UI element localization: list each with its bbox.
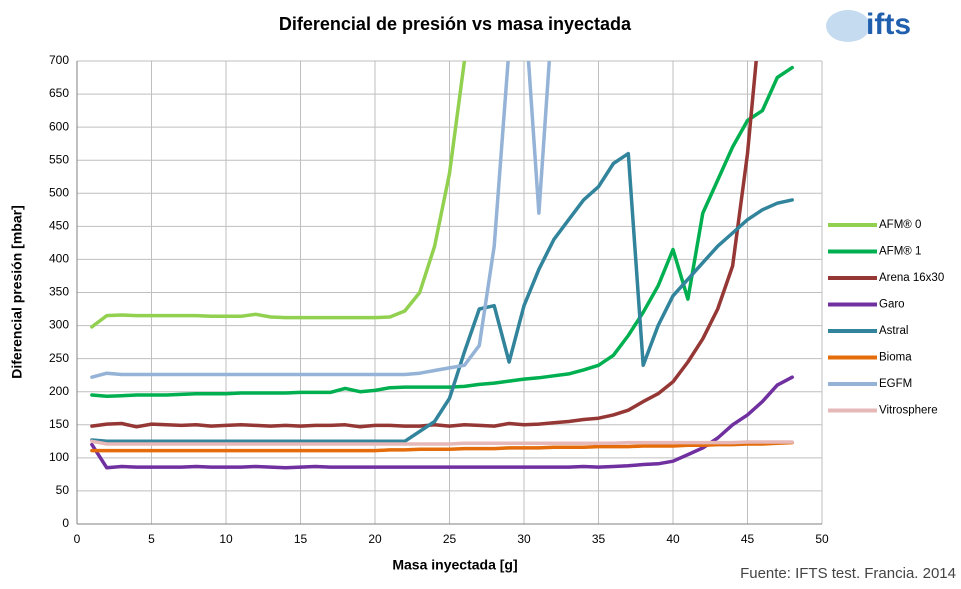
x-tick-label: 50 [815,532,829,546]
legend-label: Vitrosphere [879,405,938,417]
x-axis-label: Masa inyectada [g] [392,557,517,573]
x-tick-label: 30 [517,532,531,546]
series-line [90,375,794,470]
y-tick-label: 350 [49,285,69,299]
y-tick-label: 0 [62,516,69,530]
y-tick-label: 300 [49,318,69,332]
y-tick-label: 600 [49,119,69,133]
y-tick-label: 100 [49,450,69,464]
series-line [90,61,467,329]
series-line [90,439,794,446]
series-line [90,151,794,444]
y-axis-label: Diferencial presión [mbar] [9,205,25,379]
x-tick-label: 10 [219,532,233,546]
x-tick-label: 20 [368,532,382,546]
series-line [90,65,794,399]
y-tick-label: 450 [49,219,69,233]
x-tick-label: 0 [74,532,81,546]
y-tick-label: 150 [49,417,69,431]
y-tick-label: 550 [49,152,69,166]
series-line [90,61,552,379]
series-line [90,61,758,429]
legend-label: Bioma [879,352,912,364]
x-tick-label: 25 [443,532,457,546]
x-tick-label: 45 [741,532,755,546]
y-tick-label: 500 [49,185,69,199]
logo: ifts [866,8,911,41]
y-tick-label: 250 [49,351,69,365]
legend-label: Garo [879,299,905,311]
x-tick-label: 35 [592,532,606,546]
x-tick-label: 5 [148,532,155,546]
x-tick-label: 40 [666,532,680,546]
legend-label: Astral [879,325,908,337]
source-note: Fuente: IFTS test. Francia. 2014 [740,565,956,582]
y-tick-label: 50 [56,483,70,497]
legend-label: AFM® 0 [879,219,921,231]
y-tick-label: 700 [49,53,69,67]
chart-title: Diferencial de presión vs masa inyectada [279,14,632,34]
legend-label: Arena 16x30 [879,272,944,284]
y-tick-label: 200 [49,384,69,398]
x-tick-label: 15 [294,532,308,546]
legend-label: AFM® 1 [879,246,921,258]
legend-label: EGFM [879,378,912,390]
logo-mark [826,10,870,42]
y-tick-label: 400 [49,252,69,266]
y-tick-label: 650 [49,86,69,100]
series-line [90,440,794,453]
plot-area [90,61,794,470]
